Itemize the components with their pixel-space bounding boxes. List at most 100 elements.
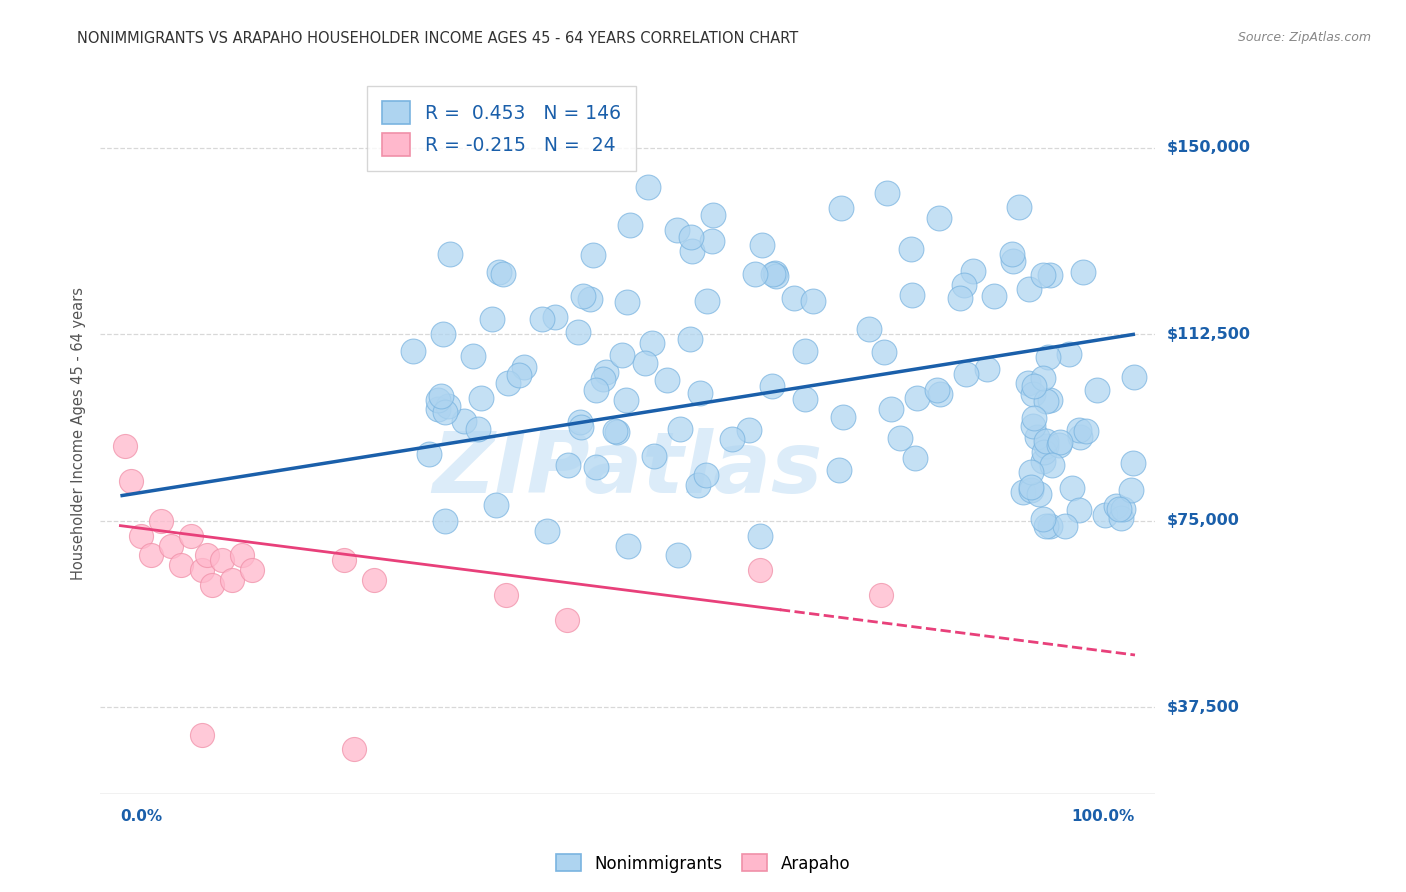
Point (180, 528, 202, 542)
Point (439, 247, 461, 261)
Point (453, 414, 475, 428)
Point (544, 310, 567, 325)
Point (665, 223, 688, 237)
Point (748, 563, 770, 577)
Point (1021, 419, 1043, 434)
Point (641, 335, 664, 350)
Point (668, 549, 690, 563)
Point (1122, 370, 1144, 384)
Point (1069, 430, 1091, 444)
Point (401, 343, 423, 358)
Point (948, 291, 970, 305)
Point (619, 219, 641, 233)
Point (1112, 502, 1135, 516)
Point (1028, 487, 1050, 501)
Point (1024, 411, 1046, 425)
Point (211, 553, 233, 567)
Point (721, 433, 744, 447)
Point (1109, 511, 1132, 525)
Point (689, 386, 711, 401)
Point (1076, 425, 1098, 439)
Point (695, 468, 717, 483)
Point (962, 263, 984, 277)
Point (1049, 435, 1071, 450)
Point (761, 379, 783, 393)
Point (418, 447, 440, 461)
Point (873, 345, 896, 359)
Point (1039, 393, 1062, 408)
Point (830, 201, 852, 215)
Point (437, 399, 460, 413)
Point (1035, 439, 1057, 453)
Point (481, 312, 503, 326)
Point (793, 343, 815, 358)
Point (1032, 512, 1054, 526)
Point (1031, 268, 1053, 283)
Point (633, 356, 655, 370)
Point (876, 186, 898, 201)
Point (700, 234, 723, 248)
Point (1035, 394, 1057, 409)
Point (567, 325, 589, 339)
Point (1060, 481, 1083, 495)
Point (696, 293, 718, 308)
Point (485, 498, 508, 512)
Point (190, 563, 212, 577)
Point (1105, 499, 1128, 513)
Point (530, 311, 553, 326)
Point (592, 371, 614, 385)
Point (434, 405, 457, 419)
Point (616, 294, 638, 309)
Point (139, 549, 162, 563)
Point (467, 422, 489, 436)
Point (1039, 519, 1062, 533)
Point (762, 267, 785, 281)
Point (955, 368, 977, 382)
Point (332, 553, 354, 567)
Point (904, 450, 927, 465)
Text: Source: ZipAtlas.com: Source: ZipAtlas.com (1237, 31, 1371, 45)
Point (1038, 350, 1060, 364)
Point (1094, 508, 1116, 523)
Point (801, 293, 824, 308)
Point (1073, 265, 1095, 279)
Point (748, 528, 770, 542)
Point (681, 229, 703, 244)
Text: 0.0%: 0.0% (121, 809, 163, 824)
Point (461, 349, 484, 363)
Point (432, 326, 454, 341)
Point (681, 244, 703, 258)
Point (240, 563, 263, 577)
Point (1033, 444, 1056, 458)
Point (889, 431, 911, 445)
Point (688, 477, 710, 491)
Point (1025, 430, 1047, 444)
Point (555, 613, 578, 627)
Point (614, 392, 637, 407)
Point (831, 410, 853, 425)
Point (1001, 247, 1024, 261)
Point (928, 211, 950, 226)
Point (129, 528, 152, 542)
Point (1108, 502, 1130, 516)
Point (160, 539, 183, 553)
Point (427, 402, 450, 417)
Point (1019, 480, 1042, 494)
Point (569, 420, 592, 434)
Point (190, 728, 212, 742)
Point (363, 574, 385, 588)
Text: $75,000: $75,000 (1167, 513, 1239, 528)
Point (150, 514, 173, 528)
Point (738, 423, 761, 437)
Point (1008, 201, 1031, 215)
Point (606, 425, 628, 439)
Point (1054, 519, 1077, 533)
Point (492, 267, 515, 281)
Y-axis label: Householder Income Ages 45 - 64 years: Householder Income Ages 45 - 64 years (72, 287, 86, 580)
Point (643, 449, 665, 463)
Point (1032, 453, 1054, 467)
Point (1019, 465, 1042, 479)
Point (579, 292, 602, 306)
Point (557, 458, 579, 472)
Point (1017, 376, 1039, 390)
